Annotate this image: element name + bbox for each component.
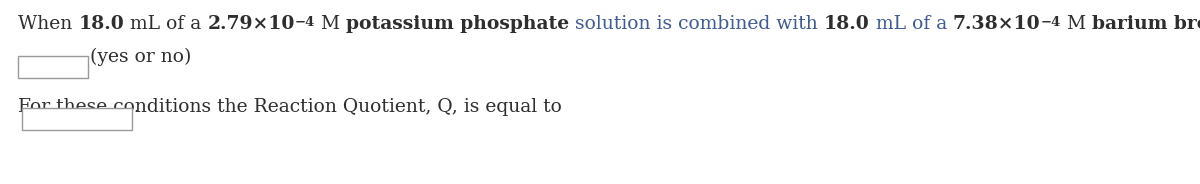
Text: mL of a: mL of a [124, 15, 208, 33]
Text: 18.0: 18.0 [824, 15, 870, 33]
Text: potassium phosphate: potassium phosphate [346, 15, 569, 33]
Text: (yes or no): (yes or no) [90, 48, 191, 66]
Text: .: . [133, 98, 139, 116]
Text: M: M [1061, 15, 1092, 33]
Text: −4: −4 [295, 16, 314, 29]
Text: M: M [314, 15, 346, 33]
Text: 7.38×10: 7.38×10 [953, 15, 1040, 33]
Text: For these conditions the Reaction Quotient, Q, is equal to: For these conditions the Reaction Quotie… [18, 98, 562, 116]
Text: When: When [18, 15, 78, 33]
Text: mL of a: mL of a [870, 15, 953, 33]
Text: barium bromide: barium bromide [1092, 15, 1200, 33]
Text: 18.0: 18.0 [78, 15, 124, 33]
Text: 2.79×10: 2.79×10 [208, 15, 295, 33]
Text: −4: −4 [1040, 16, 1061, 29]
Text: solution is combined with: solution is combined with [569, 15, 824, 33]
